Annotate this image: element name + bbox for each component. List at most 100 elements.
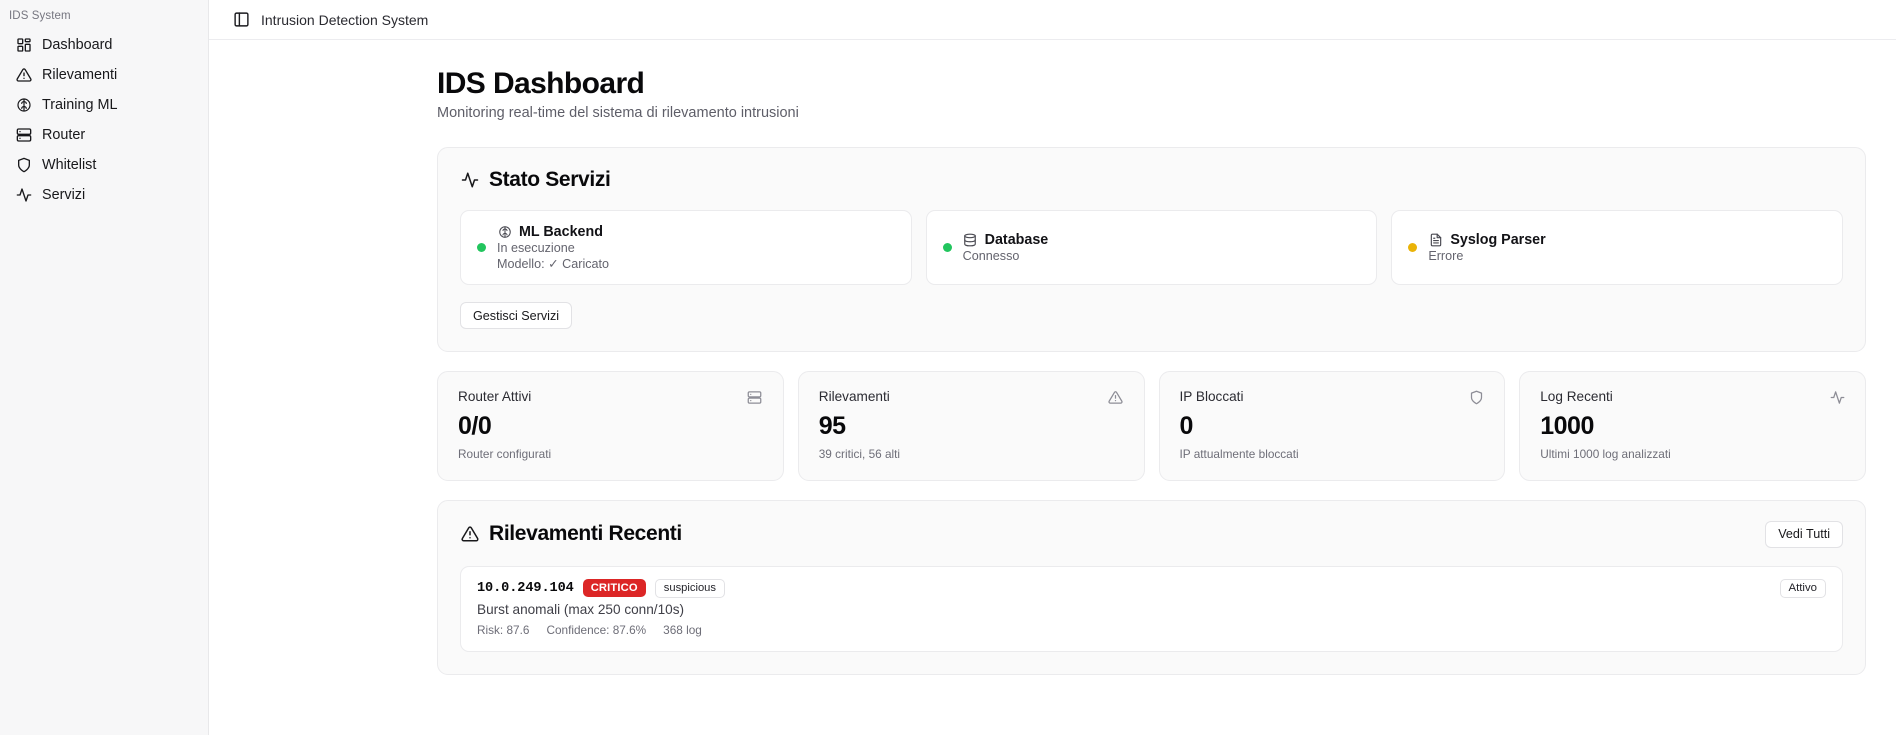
main-area: Intrusion Detection System IDS Dashboard… — [209, 0, 1896, 735]
sidebar-item-router[interactable]: Router — [6, 120, 202, 150]
status-badge: Attivo — [1779, 578, 1826, 598]
topbar: Intrusion Detection System — [209, 0, 1896, 40]
page-subtitle: Monitoring real-time del sistema di rile… — [437, 105, 799, 122]
service-body: ML Backend In esecuzione Modello: ✓ Cari… — [497, 224, 609, 271]
detection-description: Burst anomali (max 250 conn/10s) — [477, 601, 685, 617]
activity-icon — [15, 187, 32, 204]
type-badge: suspicious — [654, 578, 725, 598]
sidebar-item-dashboard[interactable]: Dashboard — [6, 30, 202, 60]
service-status: Connesso — [962, 249, 1020, 264]
view-all-button[interactable]: Vedi Tutti — [1765, 520, 1843, 548]
service-card-syslog-parser[interactable]: Syslog Parser Errore — [1391, 210, 1843, 286]
alert-triangle-icon — [1108, 389, 1124, 405]
service-body: Syslog Parser Errore — [1428, 232, 1545, 263]
sidebar-item-label: Rilevamenti — [42, 67, 118, 83]
sidebar-item-whitelist[interactable]: Whitelist — [6, 150, 202, 180]
stat-top: Router Attivi — [458, 389, 763, 405]
stat-card-rilevamenti: Rilevamenti 95 39 critici, 56 alti — [797, 371, 1145, 481]
detection-meta: Risk: 87.6 Confidence: 87.6% 368 log — [477, 623, 725, 637]
stat-card-log-recenti: Log Recenti 1000 Ultimi 1000 log analizz… — [1519, 371, 1866, 481]
stat-top: IP Bloccati — [1180, 389, 1485, 405]
service-status: In esecuzione — [497, 241, 575, 256]
shield-icon — [1468, 389, 1484, 405]
page-header: IDS Dashboard Monitoring real-time del s… — [209, 67, 1896, 122]
detection-row[interactable]: 10.0.249.104 CRITICO suspicious Burst an… — [460, 565, 1843, 652]
stat-value: 95 — [818, 412, 846, 441]
stat-label: Router Attivi — [458, 389, 532, 405]
sidebar-item-servizi[interactable]: Servizi — [6, 180, 202, 210]
stat-value: 0 — [1179, 412, 1194, 441]
detections-section-title: Rilevamenti Recenti — [489, 522, 682, 546]
sidebar-title: IDS System — [9, 10, 71, 22]
service-card-database[interactable]: Database Connesso — [925, 210, 1378, 286]
detection-risk: Risk: 87.6 — [477, 622, 530, 637]
service-card-ml-backend[interactable]: ML Backend In esecuzione Modello: ✓ Cari… — [460, 210, 912, 286]
stat-sub: Router configurati — [458, 446, 552, 461]
service-name-row: Syslog Parser — [1428, 232, 1546, 249]
sidebar-item-label: Dashboard — [42, 37, 113, 53]
detections-section-title-group: Rilevamenti Recenti — [460, 522, 682, 546]
stat-card-router-attivi: Router Attivi 0/0 Router configurati — [437, 371, 784, 481]
service-extra: Modello: ✓ Caricato — [497, 257, 610, 272]
grid-icon — [15, 37, 32, 54]
sidebar-item-label: Training ML — [42, 97, 118, 113]
service-status: Errore — [1428, 249, 1464, 264]
page-title: IDS Dashboard — [437, 67, 645, 100]
detection-ip: 10.0.249.104 — [477, 580, 574, 596]
stat-value: 0/0 — [458, 412, 492, 441]
stat-label: IP Bloccati — [1179, 389, 1244, 405]
alert-triangle-icon — [15, 67, 32, 84]
sidebar-nav: Dashboard Rilevamenti — [0, 30, 208, 210]
services-section: Stato Servizi — [437, 147, 1866, 353]
detection-right: Attivo — [1779, 578, 1826, 598]
status-dot — [1408, 243, 1418, 253]
file-text-icon — [1428, 233, 1443, 248]
stat-top: Log Recenti — [1540, 389, 1845, 405]
activity-icon — [460, 171, 479, 190]
stat-sub: 39 critici, 56 alti — [818, 446, 901, 461]
panel-left-icon[interactable] — [231, 9, 252, 30]
detections-section: Rilevamenti Recenti Vedi Tutti 10.0.249.… — [437, 499, 1866, 675]
detection-logs: 368 log — [663, 622, 702, 637]
services-section-title-group: Stato Servizi — [460, 168, 611, 192]
page-content: IDS Dashboard Monitoring real-time del s… — [209, 40, 1896, 735]
stat-label: Log Recenti — [1540, 389, 1613, 405]
status-dot — [942, 243, 952, 253]
stat-top: Rilevamenti — [819, 389, 1124, 405]
stat-label: Rilevamenti — [818, 389, 890, 405]
topbar-title: Intrusion Detection System — [261, 11, 429, 28]
stats-grid: Router Attivi 0/0 Router configurati — [437, 371, 1866, 481]
service-name-row: ML Backend — [497, 224, 609, 240]
services-grid: ML Backend In esecuzione Modello: ✓ Cari… — [460, 210, 1843, 286]
detection-main: 10.0.249.104 CRITICO suspicious Burst an… — [477, 578, 725, 637]
stat-value: 1000 — [1540, 412, 1594, 441]
alert-triangle-icon — [460, 525, 479, 544]
stat-sub: IP attualmente bloccati — [1179, 446, 1299, 461]
services-section-title: Stato Servizi — [489, 168, 611, 192]
server-icon — [15, 127, 32, 144]
detection-confidence: Confidence: 87.6% — [546, 622, 647, 637]
brain-icon — [15, 97, 32, 114]
detections-section-header: Rilevamenti Recenti Vedi Tutti — [460, 520, 1843, 548]
manage-services-button[interactable]: Gestisci Servizi — [460, 302, 573, 330]
sidebar-item-label: Servizi — [42, 187, 86, 203]
service-name: ML Backend — [519, 224, 603, 241]
server-icon — [747, 389, 763, 405]
activity-icon — [1829, 389, 1845, 405]
sidebar-item-training-ml[interactable]: Training ML — [6, 90, 202, 120]
sidebar-item-label: Router — [42, 127, 86, 143]
service-name: Database — [984, 232, 1049, 249]
service-name: Syslog Parser — [1450, 232, 1546, 249]
sidebar-item-rilevamenti[interactable]: Rilevamenti — [6, 60, 202, 90]
sidebar: IDS System Dashboard Ril — [0, 0, 209, 735]
stat-sub: Ultimi 1000 log analizzati — [1540, 446, 1671, 461]
services-section-header: Stato Servizi — [460, 168, 1843, 192]
stat-card-ip-bloccati: IP Bloccati 0 IP attualmente bloccati — [1158, 371, 1506, 481]
sidebar-item-label: Whitelist — [42, 157, 97, 173]
service-name-row: Database — [963, 232, 1049, 249]
shield-icon — [15, 157, 32, 174]
database-icon — [963, 233, 978, 248]
sections-wrapper: Stato Servizi — [209, 147, 1896, 675]
detection-head: 10.0.249.104 CRITICO suspicious — [477, 578, 725, 598]
